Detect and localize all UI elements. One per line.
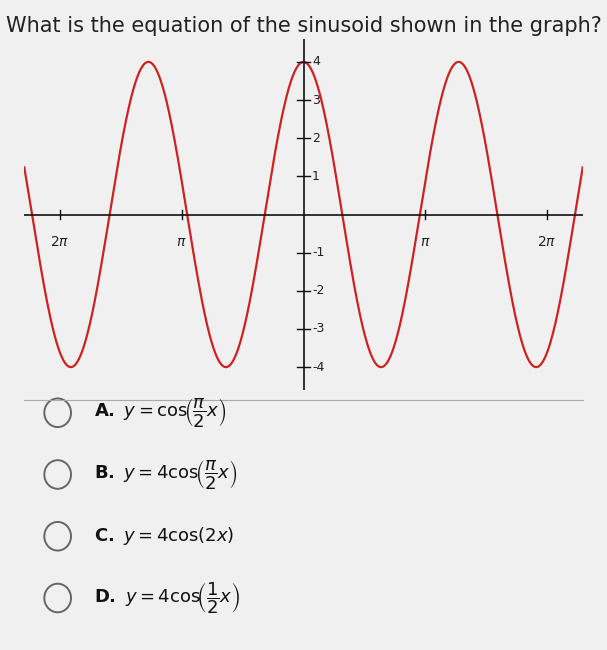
Text: What is the equation of the sinusoid shown in the graph?: What is the equation of the sinusoid sho… (5, 16, 602, 36)
Text: -1: -1 (312, 246, 324, 259)
Text: $\mathbf{B.}$ $y = 4\mathrm{cos}\!\left(\dfrac{\pi}{2}x\right)$: $\mathbf{B.}$ $y = 4\mathrm{cos}\!\left(… (94, 458, 237, 491)
Text: -4: -4 (312, 361, 324, 374)
Text: $\pi$: $\pi$ (177, 235, 187, 250)
Text: 2: 2 (312, 132, 320, 145)
Text: $\mathbf{C.}$ $y = 4\mathrm{cos}(2x)$: $\mathbf{C.}$ $y = 4\mathrm{cos}(2x)$ (94, 525, 234, 547)
Text: $\pi$: $\pi$ (420, 235, 430, 250)
Text: $\mathbf{A.}$ $y = \mathrm{cos}\!\left(\dfrac{\pi}{2}x\right)$: $\mathbf{A.}$ $y = \mathrm{cos}\!\left(\… (94, 396, 226, 429)
Text: 1: 1 (312, 170, 320, 183)
Text: 4: 4 (312, 55, 320, 68)
Text: -2: -2 (312, 284, 324, 297)
Text: -3: -3 (312, 322, 324, 335)
Text: 3: 3 (312, 94, 320, 107)
Text: $\mathbf{D.}$ $y = 4\mathrm{cos}\!\left(\dfrac{1}{2}x\right)$: $\mathbf{D.}$ $y = 4\mathrm{cos}\!\left(… (94, 580, 240, 616)
Text: $2\pi$: $2\pi$ (537, 235, 557, 250)
Text: $2\pi$: $2\pi$ (50, 235, 70, 250)
